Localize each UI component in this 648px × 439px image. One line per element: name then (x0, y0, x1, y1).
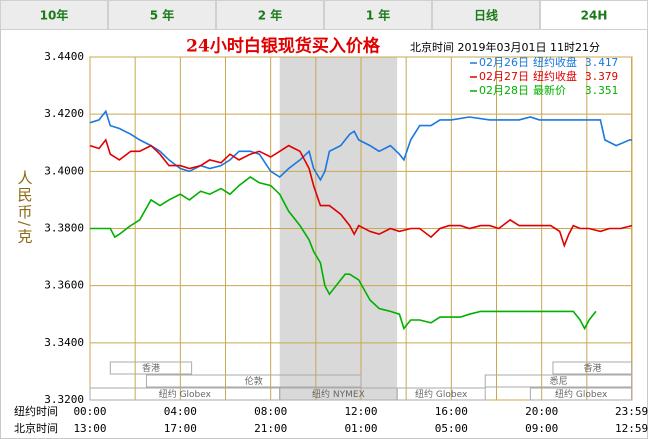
legend-value: 3.417 (585, 56, 618, 69)
tab-label[interactable]: 24H (581, 9, 608, 23)
x2-tick-label: 01:00 (344, 422, 377, 435)
x2-tick-label: 17:00 (164, 422, 197, 435)
x-tick-label: 04:00 (164, 405, 197, 418)
tab-label[interactable]: 日线 (474, 8, 498, 23)
session-label: 伦敦 (245, 375, 263, 387)
chart-subtitle: 北京时间 2019年03月01日 11时21分 (410, 40, 600, 54)
y-tick-label: 3.4200 (44, 107, 84, 120)
tab-label[interactable]: 5 年 (150, 8, 175, 23)
legend-note: 纽约收盘 (533, 55, 577, 69)
x2-tick-label: 13:00 (73, 422, 106, 435)
plot: 3.4400 3.4200 3.4000 3.3800 3.3600 3.3400 3.32… (44, 50, 648, 435)
session-box (529, 387, 633, 401)
y-tick-label: 3.4000 (44, 164, 84, 177)
y-tick-label: 3.3200 (44, 393, 84, 406)
session-box (484, 374, 633, 388)
x-tick-label: 20:00 (525, 405, 558, 418)
series-line (90, 176, 597, 331)
series-line (89, 109, 632, 182)
session-label: 纽约 NYMEX (312, 388, 365, 400)
x2-tick-label: 09:00 (525, 422, 558, 435)
y-tick-label: 3.3800 (44, 222, 84, 235)
x-tick-label: 00:00 (73, 405, 106, 418)
legend-note: 最新价 (533, 83, 566, 97)
tab[interactable] (540, 0, 648, 30)
legend-value: 3.351 (585, 84, 618, 97)
legend-name: 02月27日 (479, 70, 529, 83)
session-box (552, 361, 633, 375)
x-tick-label: 08:00 (254, 405, 287, 418)
y-tick-label: 3.3400 (44, 336, 84, 349)
y-tick-label: 3.3600 (44, 279, 84, 292)
tab[interactable] (0, 0, 108, 30)
tab[interactable] (324, 0, 432, 30)
tab[interactable] (432, 0, 540, 30)
tab-label[interactable]: 10年 (40, 8, 69, 23)
session-label: 纽约 Globex (555, 388, 608, 400)
x-tick-label: 16:00 (435, 405, 468, 418)
tab-label[interactable]: 2 年 (258, 8, 283, 23)
x2-tick-label: 12:59 (615, 422, 648, 435)
x2-tick-label: 05:00 (435, 422, 468, 435)
legend-note: 纽约收盘 (533, 69, 577, 83)
y-axis-label: 人民币/克 (16, 170, 34, 245)
x-row-label: 纽约时间 (14, 404, 58, 418)
legend-name: 02月26日 (479, 56, 529, 69)
session-box (396, 387, 486, 401)
tab-label[interactable]: 1 年 (366, 8, 391, 23)
tab-bar: 10年 5 年 2 年 1 年 日线 24H (0, 0, 648, 30)
session-box (145, 374, 362, 388)
x-tick-label: 12:00 (344, 405, 377, 418)
chart-title: 24小时白银现货买入价格 (186, 36, 381, 57)
session-label: 香港 (583, 362, 601, 374)
x-tick-label: 23:59 (615, 405, 648, 418)
session-box (109, 361, 193, 375)
x2-tick-label: 21:00 (254, 422, 287, 435)
series-line (89, 138, 633, 248)
session-label: 悉尼 (550, 375, 568, 387)
legend-value: 3.379 (585, 70, 618, 83)
y-tick-label: 3.4400 (44, 50, 84, 63)
session-label: 纽约 Globex (415, 388, 468, 400)
tab[interactable] (216, 0, 324, 30)
x2-row-label: 北京时间 (14, 421, 58, 435)
session-label: 香港 (142, 362, 160, 374)
tab[interactable] (108, 0, 216, 30)
session-label: 纽约 Globex (159, 388, 212, 400)
legend-name: 02月28日 (479, 84, 529, 97)
